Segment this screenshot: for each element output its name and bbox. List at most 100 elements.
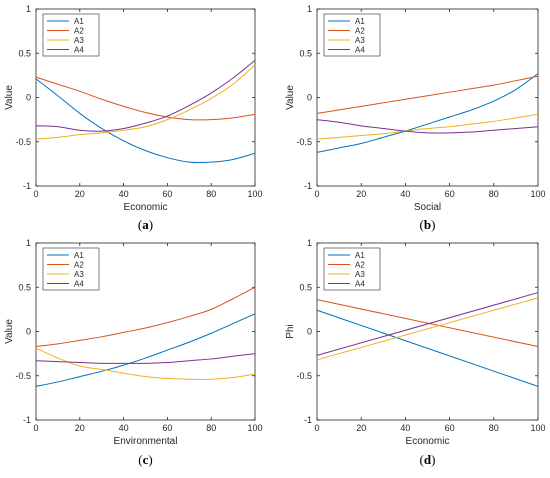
series-line-a3 bbox=[35, 64, 256, 140]
panel-caption: (b) bbox=[420, 217, 436, 232]
y-axis-label: Value bbox=[4, 85, 15, 110]
legend-label: A4 bbox=[355, 280, 365, 289]
x-tick-label: 40 bbox=[400, 189, 410, 199]
y-tick-label: 0 bbox=[307, 327, 312, 337]
y-tick-label: 1 bbox=[307, 238, 312, 248]
legend-label: A3 bbox=[355, 36, 365, 45]
caption-letter: a bbox=[142, 217, 149, 232]
panel-caption: (d) bbox=[420, 452, 436, 467]
x-tick-label: 100 bbox=[530, 189, 545, 199]
x-axis-label: Economic bbox=[124, 202, 168, 213]
x-axis-label: Environmental bbox=[114, 436, 178, 447]
y-tick-label: 0.5 bbox=[299, 48, 312, 58]
x-tick-label: 60 bbox=[445, 423, 455, 433]
caption-open: ( bbox=[420, 452, 424, 467]
legend-label: A2 bbox=[355, 27, 365, 36]
series-line-a1 bbox=[316, 309, 539, 387]
x-tick-label: 100 bbox=[247, 423, 262, 433]
series-line-a2 bbox=[316, 75, 539, 114]
x-tick-label: 0 bbox=[33, 189, 38, 199]
y-tick-label: 0 bbox=[307, 93, 312, 103]
y-tick-label: -0.5 bbox=[296, 137, 312, 147]
legend-label: A4 bbox=[74, 280, 84, 289]
y-tick-label: 0.5 bbox=[299, 282, 312, 292]
legend-label: A3 bbox=[74, 36, 84, 45]
panel-caption: (a) bbox=[138, 217, 153, 232]
y-tick-label: 1 bbox=[26, 238, 31, 248]
x-tick-label: 0 bbox=[314, 423, 319, 433]
y-tick-label: -1 bbox=[304, 181, 312, 191]
y-tick-label: -0.5 bbox=[15, 137, 31, 147]
legend-label: A1 bbox=[355, 17, 365, 26]
series-line-a4 bbox=[316, 292, 539, 356]
x-tick-label: 20 bbox=[356, 189, 366, 199]
legend-label: A2 bbox=[74, 261, 84, 270]
x-tick-label: 40 bbox=[400, 423, 410, 433]
x-axis-label: Social bbox=[414, 202, 441, 213]
series-line-a3 bbox=[35, 347, 256, 380]
caption-close: ) bbox=[431, 452, 435, 467]
caption-open: ( bbox=[138, 452, 142, 467]
caption-open: ( bbox=[138, 217, 142, 232]
x-tick-label: 60 bbox=[162, 423, 172, 433]
series-line-a4 bbox=[35, 59, 256, 132]
y-tick-label: 0.5 bbox=[18, 48, 31, 58]
y-axis-label: Value bbox=[285, 85, 296, 110]
caption-open: ( bbox=[420, 217, 424, 232]
x-tick-label: 80 bbox=[489, 189, 499, 199]
series-line-a2 bbox=[35, 76, 256, 121]
y-tick-label: 0 bbox=[26, 327, 31, 337]
x-tick-label: 20 bbox=[75, 423, 85, 433]
x-tick-label: 100 bbox=[247, 189, 262, 199]
series-line-a2 bbox=[35, 286, 256, 348]
series-line-a1 bbox=[35, 78, 256, 164]
panel-caption: (c) bbox=[138, 452, 152, 467]
y-tick-label: -1 bbox=[23, 415, 31, 425]
legend-label: A2 bbox=[355, 261, 365, 270]
x-tick-label: 80 bbox=[206, 189, 216, 199]
legend-label: A3 bbox=[355, 270, 365, 279]
y-axis-label: Value bbox=[4, 319, 15, 344]
x-tick-label: 20 bbox=[75, 189, 85, 199]
y-tick-label: 1 bbox=[307, 4, 312, 14]
legend-label: A1 bbox=[74, 17, 84, 26]
y-axis-label: Phi bbox=[285, 324, 296, 338]
caption-letter: b bbox=[424, 217, 431, 232]
x-axis-label: Economic bbox=[406, 436, 450, 447]
legend-label: A2 bbox=[74, 27, 84, 36]
series-line-a1 bbox=[316, 73, 539, 153]
legend-label: A3 bbox=[74, 270, 84, 279]
series-line-a3 bbox=[316, 297, 539, 361]
legend-label: A1 bbox=[74, 251, 84, 260]
caption-close: ) bbox=[431, 217, 435, 232]
legend-label: A4 bbox=[74, 46, 84, 55]
y-tick-label: -1 bbox=[304, 415, 312, 425]
legend-label: A1 bbox=[355, 251, 365, 260]
caption-close: ) bbox=[148, 452, 152, 467]
x-tick-label: 0 bbox=[33, 423, 38, 433]
x-tick-label: 40 bbox=[119, 189, 129, 199]
x-tick-label: 60 bbox=[445, 189, 455, 199]
y-tick-label: 0.5 bbox=[18, 282, 31, 292]
y-tick-label: -1 bbox=[23, 181, 31, 191]
caption-close: ) bbox=[149, 217, 153, 232]
series-line-a3 bbox=[316, 113, 539, 140]
legend-label: A4 bbox=[355, 46, 365, 55]
y-tick-label: 0 bbox=[26, 93, 31, 103]
caption-letter: d bbox=[424, 452, 432, 467]
series-line-a1 bbox=[35, 313, 256, 387]
x-tick-label: 20 bbox=[356, 423, 366, 433]
series-line-a2 bbox=[316, 299, 539, 348]
x-tick-label: 60 bbox=[162, 189, 172, 199]
x-tick-label: 80 bbox=[206, 423, 216, 433]
x-tick-label: 80 bbox=[489, 423, 499, 433]
x-tick-label: 40 bbox=[119, 423, 129, 433]
